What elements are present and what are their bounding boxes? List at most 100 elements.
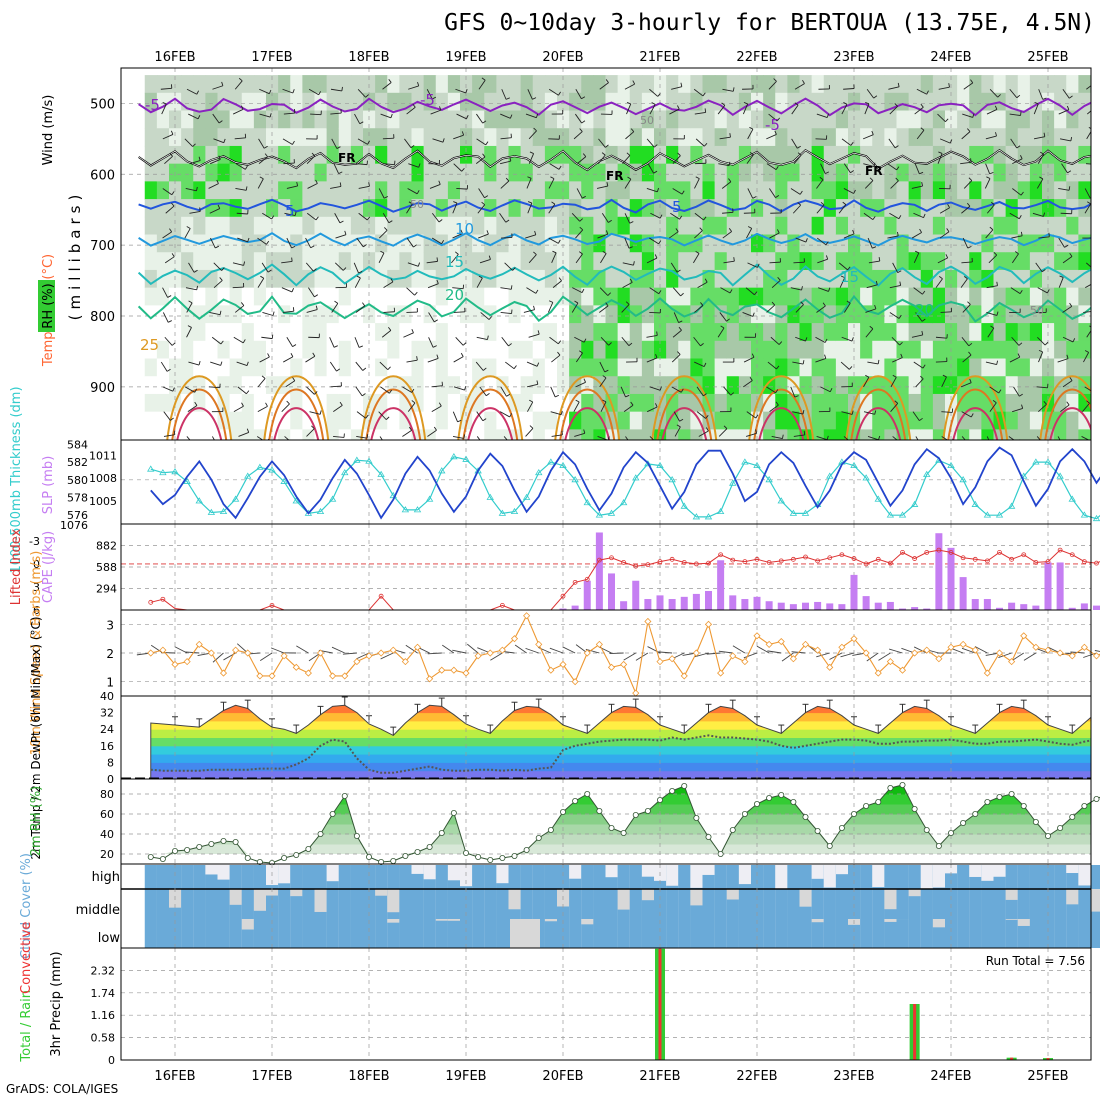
- wind-barb-flag: [169, 153, 173, 157]
- wind-barb: [890, 377, 897, 388]
- cloud-cell: [241, 889, 254, 919]
- rh-shade-cell: [678, 323, 692, 342]
- rh-shade-cell: [338, 252, 352, 271]
- precip-tick-label: 0: [108, 1054, 115, 1067]
- rh-shade-cell: [156, 216, 170, 236]
- wind-barb: [1010, 138, 1018, 149]
- rh-shade-cell: [714, 75, 728, 94]
- cloud-cell: [520, 889, 533, 919]
- rh-shade-cell: [435, 305, 449, 324]
- wind-barb: [961, 411, 972, 418]
- wind-barb: [769, 188, 776, 198]
- rh-shade-cell: [423, 393, 437, 413]
- cloud-cell: [217, 919, 230, 948]
- wind-barb-flag: [505, 97, 510, 100]
- rh-shade-cell: [799, 358, 813, 377]
- rh-shade-cell: [981, 340, 995, 360]
- rh-shade-cell: [229, 145, 243, 165]
- rh-shade-cell: [932, 323, 946, 342]
- rh-shade-cell: [896, 92, 910, 112]
- rh-shade-cell: [508, 234, 522, 253]
- rh-shade-cell: [823, 92, 837, 112]
- rh-shade-cell: [666, 181, 680, 200]
- rh-shade-cell: [835, 128, 849, 147]
- wind-barb: [306, 428, 315, 437]
- surface-wind-barb: [756, 645, 770, 654]
- rh-shade-cell: [193, 216, 207, 236]
- rh-shade-cell: [993, 429, 1007, 440]
- wind-barb: [575, 89, 582, 99]
- upper-air-rh-label: RH (%): [41, 283, 56, 328]
- rh-shade-cell: [593, 163, 607, 182]
- cloud-gap: [205, 865, 218, 875]
- rh-shade-cell: [823, 181, 837, 200]
- rh-marker: [814, 828, 821, 835]
- rh-shade-cell: [520, 323, 534, 342]
- wind-barb-flag: [171, 191, 175, 196]
- cloud-cell: [1029, 919, 1043, 948]
- rh-shade-cell: [302, 411, 316, 430]
- wind-barb: [768, 113, 778, 122]
- wind-barb: [212, 113, 220, 124]
- rh-shade-cell: [969, 181, 983, 200]
- rh-shade-cell: [557, 75, 570, 94]
- wind-barb: [1011, 235, 1023, 239]
- surface-wind-barb: [452, 649, 467, 654]
- rh-shade-cell: [848, 128, 861, 147]
- cloud-cell: [666, 919, 679, 948]
- temp-tick-label: 8: [107, 756, 114, 769]
- wind-barb: [986, 436, 990, 440]
- rh-shade-cell: [593, 429, 607, 440]
- isotherm-line: [138, 198, 1091, 214]
- wind-barb-flag: [729, 289, 733, 294]
- wind-speed-marker: [256, 672, 264, 680]
- wind-barb: [453, 134, 464, 140]
- wind-speed-marker: [195, 640, 203, 648]
- thickness-marker: [753, 461, 761, 469]
- wind-barb-flag: [334, 300, 339, 304]
- warm-contour: [656, 388, 713, 440]
- rh-shade-cell: [629, 110, 643, 129]
- rh-shade-cell: [266, 376, 279, 395]
- rh-shade-cell: [435, 234, 449, 253]
- rh-shade-cell: [508, 287, 522, 306]
- wind-barb: [1062, 380, 1073, 388]
- wind-barb-flag: [653, 144, 658, 148]
- wind-barb-flag: [695, 176, 700, 180]
- wind-barb: [208, 183, 219, 189]
- wind-barb-flag: [948, 83, 950, 88]
- wind-barb: [402, 386, 413, 393]
- rh-shade-cell: [350, 181, 364, 200]
- rh-shade-cell: [314, 128, 328, 147]
- cape-bar: [753, 596, 761, 610]
- rh-shade-cell: [290, 358, 304, 377]
- cloud-cell: [193, 919, 206, 948]
- cape-bar: [1093, 605, 1100, 610]
- wind-barb: [1086, 110, 1091, 115]
- rh-marker: [1093, 796, 1100, 803]
- cloud-gap: [811, 865, 824, 879]
- rh-shade-cell: [678, 216, 692, 236]
- wind-barb-flag: [633, 261, 635, 266]
- wind-barb-flag: [359, 121, 364, 125]
- cloud-cell: [690, 919, 703, 948]
- wind-barb: [500, 287, 512, 290]
- rh-shade-cell: [290, 216, 304, 236]
- cloud-cell: [399, 919, 412, 948]
- rh-shade-cell: [375, 163, 389, 182]
- wind-barb-flag: [703, 216, 707, 221]
- rh-shade-cell: [411, 234, 425, 253]
- rh-marker: [911, 806, 918, 813]
- rh-shade-cell: [1054, 181, 1068, 200]
- wind-barb-flag: [194, 442, 197, 445]
- wind-barb: [745, 287, 755, 296]
- cloud-cell: [375, 889, 388, 919]
- rh-shade-cell: [896, 429, 910, 440]
- wind-barb: [548, 203, 556, 214]
- rh-shade-cell: [326, 163, 340, 182]
- rh-shade-cell: [205, 429, 219, 440]
- wind-barb: [646, 357, 658, 363]
- rh-shade-cell: [326, 128, 340, 147]
- rh-shade-cell: [1066, 340, 1080, 360]
- wind-barb-flag: [989, 171, 994, 175]
